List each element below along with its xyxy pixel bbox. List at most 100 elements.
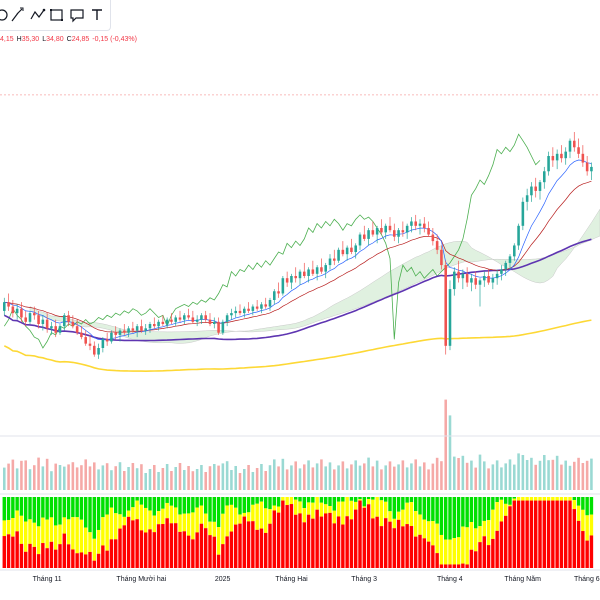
ma-slow-line [3, 238, 592, 342]
oscillator-green-bar [216, 497, 221, 528]
volume-bar [543, 455, 546, 490]
volume-bar [80, 465, 83, 490]
oscillator-yellow-bar [349, 500, 354, 520]
ma-fast-line [4, 159, 592, 341]
candle-body [273, 291, 276, 300]
oscillator-green-bar [439, 497, 444, 535]
time-axis-label: Tháng Năm [504, 576, 541, 583]
oscillator-yellow-bar [221, 513, 225, 545]
candle-body [195, 319, 199, 322]
oscillator-green-bar [482, 497, 486, 521]
oscillator-red-bar [285, 505, 289, 568]
volume-bar [517, 453, 520, 490]
oscillator-green-bar [426, 497, 431, 522]
oscillator-red-bar [182, 531, 186, 568]
candle-body [45, 319, 49, 329]
candle-body [333, 258, 336, 261]
volume-bar [538, 460, 542, 490]
oscillator-yellow-bar [191, 512, 195, 540]
oscillator-yellow-bar [576, 505, 581, 521]
volume-bar [217, 465, 220, 490]
oscillator-yellow-bar [58, 524, 62, 545]
ma-mid-line [4, 180, 592, 333]
oscillator-yellow-bar [568, 497, 572, 501]
oscillator-red-bar [414, 536, 418, 568]
candle-body [337, 249, 340, 261]
oscillator-red-bar [538, 500, 542, 568]
oscillator-green-bar [229, 497, 234, 505]
oscillator-yellow-bar [341, 501, 345, 525]
volume-bar [444, 399, 447, 490]
oscillator-yellow-bar [169, 505, 174, 524]
oscillator-yellow-bar [345, 497, 349, 517]
oscillator-yellow-bar [319, 502, 324, 517]
candle-body [474, 278, 477, 285]
rectangle-icon[interactable] [47, 5, 67, 25]
trend-line-icon[interactable] [8, 5, 28, 25]
candle-body [320, 267, 323, 272]
oscillator-red-bar [366, 504, 371, 568]
oscillator-yellow-bar [362, 506, 366, 508]
oscillator-yellow-bar [585, 515, 589, 541]
legend-high: 35,30 [21, 36, 40, 43]
volume-bar [581, 463, 585, 490]
volume-bar [28, 469, 32, 490]
oscillator-red-bar [341, 524, 345, 568]
volume-bar [500, 467, 503, 490]
path-icon[interactable] [28, 5, 48, 25]
oscillator-red-bar [576, 520, 581, 568]
oscillator-green-bar [15, 497, 19, 511]
oscillator-yellow-bar [409, 502, 414, 527]
candle-body [423, 223, 426, 228]
callout-icon[interactable] [67, 5, 87, 25]
oscillator-green-bar [268, 497, 272, 510]
oscillator-red-bar [349, 519, 354, 568]
candle-body [243, 308, 246, 314]
volume-bar [50, 471, 53, 490]
oscillator-yellow-bar [6, 519, 11, 535]
volume-bar [225, 461, 229, 490]
candle-body [37, 315, 40, 324]
oscillator-yellow-bar [182, 513, 186, 532]
oscillator-red-bar [234, 524, 238, 568]
oscillator-green-bar [448, 497, 452, 540]
oscillator-red-bar [422, 538, 426, 568]
oscillator-red-bar [148, 529, 152, 568]
candle-body [114, 332, 117, 335]
volume-bar [238, 473, 242, 490]
candle-body [290, 276, 293, 283]
candle-body [341, 249, 345, 255]
oscillator-red-bar [555, 500, 559, 568]
oscillator-yellow-bar [156, 511, 161, 525]
oscillator-red-bar [525, 500, 529, 568]
oscillator-red-bar [435, 553, 439, 568]
volume-bar [483, 461, 486, 490]
oscillator-green-bar [435, 497, 439, 524]
candle-body [500, 269, 503, 274]
oscillator-red-bar [401, 526, 405, 568]
candle-body [328, 258, 332, 266]
volume-bar [457, 458, 460, 490]
pen-icon[interactable] [0, 5, 16, 25]
oscillator-yellow-bar [24, 521, 28, 552]
oscillator-green-bar [6, 497, 11, 520]
candle-body [573, 140, 576, 148]
oscillator-yellow-bar [354, 501, 358, 510]
oscillator-green-bar [259, 497, 264, 502]
volume-bar [255, 468, 259, 490]
time-axis-label: Tháng Hai [275, 576, 308, 583]
oscillator-red-bar [508, 506, 512, 568]
volume-bar [521, 455, 525, 490]
text-icon[interactable] [87, 5, 107, 25]
candle-body [513, 245, 516, 257]
oscillator-green-bar [28, 497, 32, 520]
oscillator-green-bar [474, 497, 478, 529]
oscillator-red-bar [461, 563, 465, 568]
oscillator-red-bar [495, 530, 499, 568]
oscillator-green-bar [225, 497, 229, 506]
oscillator-red-bar [589, 535, 594, 568]
candle-body [63, 315, 66, 327]
time-axis: Tháng 11 Tháng Mười hai 2025 Tháng Hai Tháng… [0, 572, 600, 586]
oscillator-yellow-bar [499, 499, 504, 522]
